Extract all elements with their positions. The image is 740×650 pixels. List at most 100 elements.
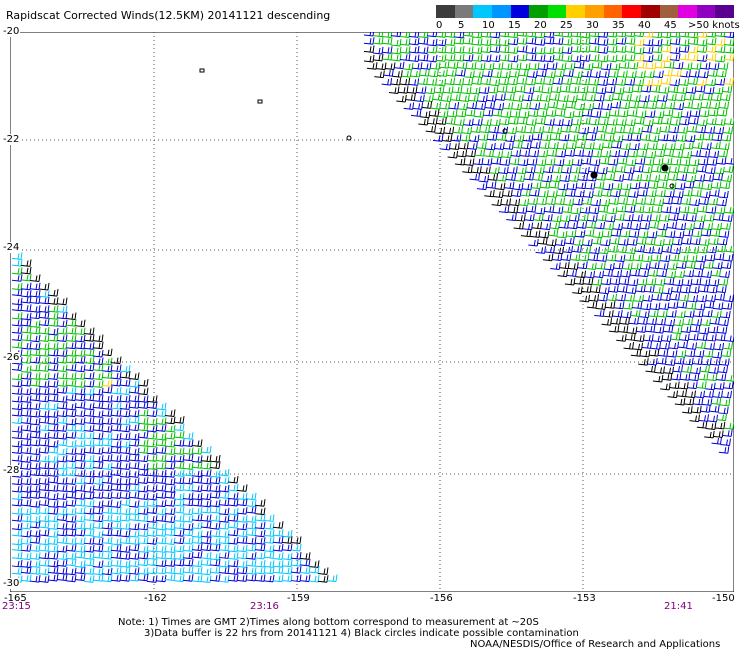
wind-barb	[619, 229, 631, 238]
wind-barb	[684, 134, 696, 143]
wind-barb	[47, 440, 59, 448]
wind-barb	[491, 109, 503, 117]
wind-barb	[653, 198, 665, 207]
wind-barb	[38, 544, 50, 552]
wind-barb	[597, 205, 609, 213]
wind-barb	[607, 245, 619, 253]
wind-barb	[626, 198, 638, 206]
wind-barb	[656, 181, 668, 189]
wind-barb	[699, 365, 711, 373]
wind-barb	[619, 189, 630, 197]
wind-barb	[236, 498, 248, 507]
wind-barb	[83, 431, 95, 440]
wind-barb	[137, 468, 149, 477]
time-label-right: 21:41	[664, 601, 693, 612]
legend-swatch	[529, 5, 548, 18]
legend-label: 40	[638, 20, 651, 31]
wind-barb	[101, 462, 113, 471]
wind-barb	[584, 142, 595, 150]
wind-barb	[484, 101, 496, 109]
wind-barb	[640, 262, 651, 270]
wind-barb	[74, 560, 86, 568]
wind-barb	[679, 373, 691, 381]
wind-barb	[92, 500, 104, 508]
wind-barb	[721, 85, 733, 93]
wind-barb	[101, 536, 113, 545]
wind-barb	[658, 302, 670, 311]
wind-barb	[128, 394, 140, 403]
wind-barb	[20, 566, 32, 574]
wind-barb	[621, 310, 632, 319]
wind-barb	[119, 566, 131, 574]
wind-barb	[578, 213, 589, 222]
wind-barb	[507, 54, 519, 63]
wind-barb	[146, 447, 158, 455]
wind-barb	[668, 125, 680, 134]
wind-barb	[686, 125, 698, 133]
wind-barb	[723, 53, 734, 61]
wind-barb	[146, 506, 158, 514]
wind-barb	[83, 372, 95, 380]
wind-barb	[697, 373, 709, 381]
wind-barb	[713, 252, 725, 261]
wind-barb	[227, 483, 239, 492]
wind-barb	[687, 37, 699, 45]
wind-barb	[137, 514, 149, 522]
wind-barb	[254, 513, 266, 522]
wind-barb	[621, 93, 632, 102]
wind-barb	[581, 109, 593, 117]
wind-barb	[173, 552, 185, 561]
wind-barb	[128, 513, 140, 522]
wind-barb	[704, 214, 715, 222]
wind-barb	[685, 86, 697, 94]
wind-barb	[507, 32, 519, 39]
wind-barb	[74, 341, 86, 350]
wind-barb	[610, 101, 622, 109]
wind-barb	[29, 560, 41, 568]
wind-barb	[56, 536, 68, 544]
wind-barb	[489, 32, 501, 39]
wind-barb	[724, 334, 734, 343]
wind-barb	[182, 551, 194, 560]
wind-barb	[110, 506, 122, 515]
wind-barb	[110, 500, 122, 508]
wind-barb	[65, 386, 77, 395]
wind-barb	[698, 70, 709, 79]
wind-barb	[625, 333, 636, 341]
wind-barb	[714, 293, 726, 301]
wind-barb	[624, 294, 636, 302]
wind-barb	[290, 566, 302, 574]
wind-barb	[702, 93, 713, 101]
wind-barb	[450, 93, 461, 102]
wind-barb	[499, 158, 511, 166]
legend-label: 15	[508, 20, 521, 31]
wind-barb	[466, 101, 478, 110]
wind-barb	[658, 86, 670, 94]
wind-barb	[56, 395, 68, 403]
wind-barb	[703, 174, 715, 182]
wind-barb	[715, 333, 726, 342]
wind-barb	[236, 522, 248, 531]
wind-barb	[681, 365, 693, 374]
wind-barb	[717, 149, 729, 158]
wind-barb	[692, 181, 704, 189]
wind-barb	[110, 544, 122, 552]
wind-barb	[173, 476, 185, 485]
wind-barb	[383, 69, 394, 77]
wind-barb	[587, 253, 599, 262]
wind-barb	[83, 356, 95, 365]
wind-barb	[254, 537, 266, 545]
wind-barb	[645, 237, 656, 246]
wind-barb	[200, 520, 212, 529]
wind-barb	[137, 522, 149, 531]
lat-label-26: -26	[2, 352, 21, 363]
wind-barb	[490, 157, 502, 165]
wind-barb	[631, 301, 643, 309]
wind-barb	[227, 528, 239, 537]
wind-barb	[642, 54, 654, 63]
legend-swatch	[640, 5, 660, 18]
wind-barb	[543, 165, 554, 174]
wind-barb	[74, 364, 86, 373]
wind-barb	[200, 575, 212, 583]
wind-barb	[137, 492, 149, 501]
